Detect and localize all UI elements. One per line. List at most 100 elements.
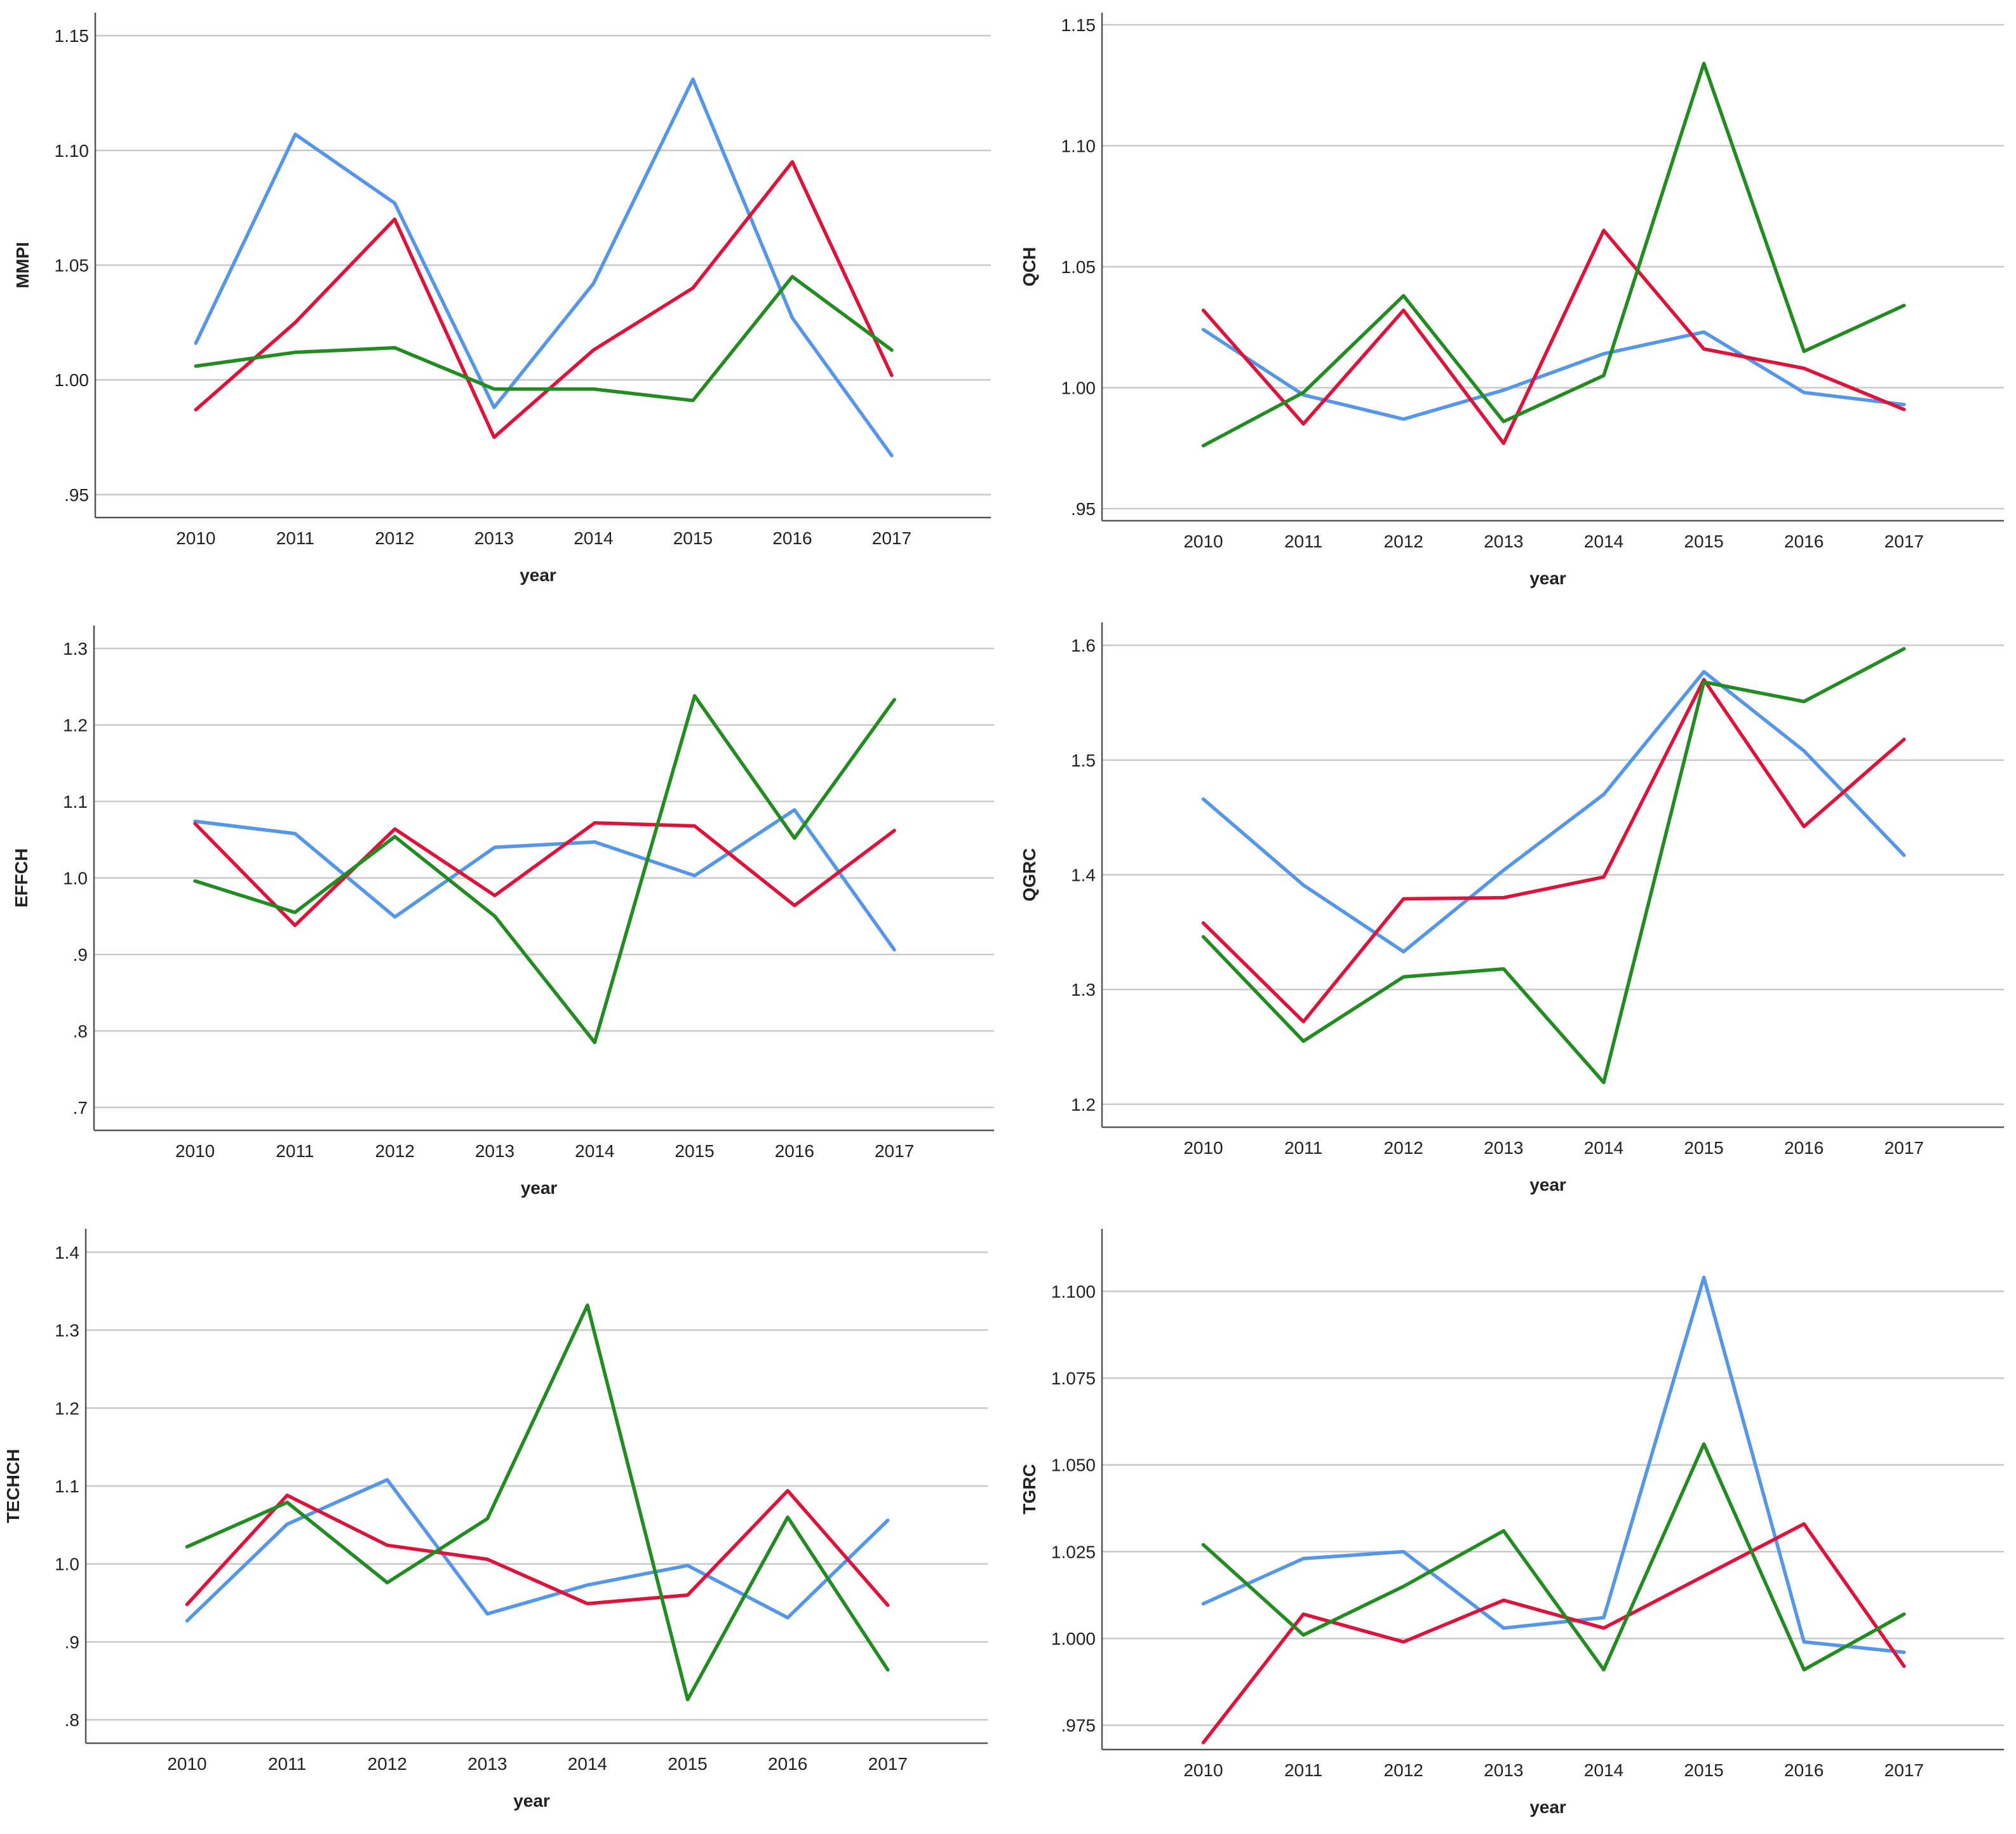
y-tick-label: 1.6 [1071, 636, 1096, 655]
x-tick-label: 2013 [475, 1141, 514, 1161]
x-axis-title: year [1529, 568, 1566, 588]
x-tick-label: 2015 [1684, 1760, 1723, 1780]
x-tick-label: 2011 [1284, 1138, 1322, 1158]
y-tick-label: 1.1 [63, 792, 88, 812]
y-tick-label: 1.5 [1071, 751, 1096, 770]
x-axis-title: year [1529, 1175, 1566, 1195]
chart-qgrc: 1.2 1.3 1.4 1.5 1.6 2010 2011 2012 2013 2014 2015 2… [1019, 622, 2004, 1195]
x-tick-label: 2014 [575, 1141, 614, 1161]
y-tick-label: .8 [65, 1710, 79, 1730]
y-tick-label: 1.075 [1051, 1369, 1096, 1388]
y-tick-label: .9 [73, 945, 88, 965]
x-tick-label: 2015 [1684, 1138, 1723, 1158]
x-tick-label: 2013 [1484, 532, 1523, 551]
y-tick-label: .95 [1071, 499, 1096, 519]
chart-techch: .8 .9 1.0 1.1 1.2 1.3 1.4 2010 2011 2012 2013 2014 2… [3, 1229, 988, 1811]
x-tick-label: 2012 [1384, 1138, 1423, 1158]
x-tick-label: 2015 [675, 1141, 714, 1161]
x-tick-label: 2017 [1885, 1138, 1924, 1158]
x-tick-label: 2014 [568, 1754, 607, 1774]
x-tick-label: 2017 [1885, 532, 1924, 551]
series-line-green [1201, 1442, 1906, 1672]
chart-tgrc: .975 1.000 1.025 1.050 1.075 1.100 2010 2011 201… [1019, 1229, 2004, 1817]
x-tick-label: 2011 [1284, 532, 1322, 551]
x-tick-label: 2014 [574, 528, 613, 548]
y-tick-label: 1.10 [55, 141, 90, 161]
x-tick-label: 2017 [1885, 1760, 1924, 1780]
series-line-blue [1201, 1275, 1906, 1654]
y-axis-title: TECHCH [3, 1449, 23, 1523]
x-tick-label: 2015 [673, 528, 713, 548]
y-tick-label: 1.15 [1061, 15, 1096, 35]
series-line-red [185, 1489, 890, 1607]
series-line-green [193, 694, 896, 1045]
y-tick-label: 1.2 [63, 716, 88, 735]
x-tick-label: 2014 [1584, 532, 1623, 551]
x-tick-label: 2016 [1784, 1760, 1824, 1780]
y-tick-label: 1.2 [1071, 1095, 1096, 1114]
y-tick-label: 1.4 [55, 1243, 79, 1262]
series-line-red [1201, 229, 1906, 445]
series-line-green [185, 1303, 890, 1702]
y-tick-label: 1.00 [1061, 378, 1096, 398]
x-tick-label: 2017 [872, 528, 911, 548]
x-tick-label: 2012 [1384, 1760, 1423, 1780]
x-axis-title: year [520, 565, 556, 585]
y-axis-title: QGRC [1019, 848, 1039, 902]
chart-effch: .7 .8 .9 1.0 1.1 1.2 1.3 2010 2011 2012 2013 2014 20… [11, 626, 994, 1198]
x-tick-label: 2014 [1584, 1760, 1623, 1780]
x-tick-label: 2017 [868, 1754, 908, 1774]
x-tick-label: 2016 [775, 1141, 814, 1161]
x-axis-title: year [513, 1791, 550, 1811]
x-tick-label: 2013 [1484, 1138, 1523, 1158]
x-tick-label: 2017 [875, 1141, 914, 1161]
series-line-red [1201, 1522, 1906, 1744]
y-tick-label: .975 [1061, 1716, 1096, 1736]
y-tick-label: 1.3 [63, 639, 88, 659]
x-tick-label: 2015 [668, 1754, 707, 1774]
x-tick-label: 2013 [1484, 1760, 1523, 1780]
y-tick-label: 1.025 [1051, 1542, 1096, 1562]
y-tick-label: 1.100 [1051, 1282, 1096, 1301]
x-tick-label: 2010 [1183, 1760, 1223, 1780]
y-tick-label: 1.3 [1071, 980, 1096, 1000]
x-axis-title: year [1529, 1797, 1566, 1817]
y-tick-label: 1.4 [1071, 866, 1096, 885]
x-tick-label: 2012 [368, 1754, 407, 1774]
series-line-green [1201, 646, 1906, 1085]
series-line-blue [1201, 669, 1906, 954]
y-tick-label: 1.00 [55, 370, 90, 390]
x-tick-label: 2014 [1584, 1138, 1623, 1158]
x-tick-label: 2016 [1784, 1138, 1824, 1158]
x-tick-label: 2010 [1183, 1138, 1223, 1158]
y-axis-title: QCH [1019, 247, 1039, 286]
y-tick-label: .9 [65, 1632, 79, 1652]
y-tick-label: 1.15 [55, 26, 90, 46]
chart-qch: .95 1.00 1.05 1.10 1.15 2010 2011 2012 2013 2014 2… [1019, 13, 2004, 588]
series-line-green [1201, 62, 1906, 448]
series-line-red [1201, 678, 1906, 1024]
x-tick-label: 2010 [1183, 532, 1223, 551]
y-tick-label: 1.05 [55, 256, 90, 276]
y-tick-label: 1.2 [55, 1398, 79, 1418]
chart-mmpi: .95 1.00 1.05 1.10 1.15 2010 2011 2012 2013 2014 2… [13, 13, 991, 585]
x-tick-label: 2011 [268, 1754, 306, 1774]
x-tick-label: 2010 [175, 1141, 215, 1161]
y-tick-label: .7 [73, 1098, 88, 1118]
y-tick-label: .95 [64, 485, 89, 505]
x-tick-label: 2016 [772, 528, 812, 548]
x-tick-label: 2011 [1284, 1760, 1322, 1780]
y-tick-label: 1.05 [1061, 257, 1096, 277]
series-line-blue [194, 77, 894, 458]
x-tick-label: 2013 [467, 1754, 507, 1774]
y-axis-title: TGRC [1019, 1464, 1039, 1514]
y-tick-label: 1.000 [1051, 1629, 1096, 1649]
y-axis-title: MMPI [13, 242, 32, 288]
x-tick-label: 2012 [375, 528, 414, 548]
y-tick-label: 1.1 [55, 1476, 79, 1496]
x-tick-label: 2012 [375, 1141, 415, 1161]
y-tick-label: .8 [73, 1021, 88, 1041]
x-tick-label: 2010 [176, 528, 215, 548]
x-tick-label: 2015 [1684, 532, 1723, 551]
